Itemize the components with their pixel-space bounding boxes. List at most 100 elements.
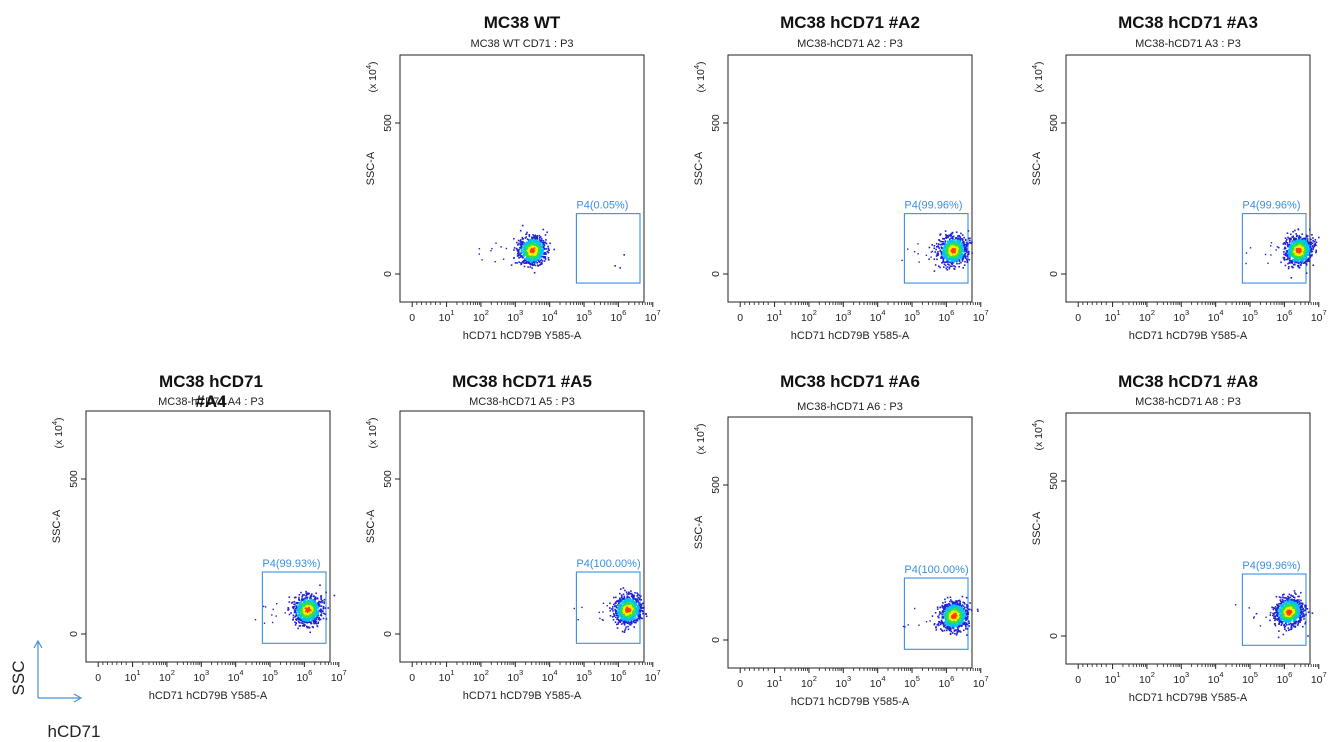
- event-dot: [948, 250, 951, 253]
- event-dot: [1300, 253, 1302, 255]
- event-dot: [944, 242, 947, 245]
- event-dot: [942, 255, 945, 258]
- event-dot: [532, 248, 534, 251]
- event-dot: [521, 224, 524, 227]
- event-dot: [953, 267, 955, 270]
- event-dot: [1311, 254, 1313, 257]
- event-dot: [939, 234, 941, 236]
- event-dot: [611, 608, 614, 610]
- event-dot: [940, 252, 943, 254]
- event-dot: [943, 257, 946, 259]
- event-dot: [301, 606, 304, 609]
- event-dot: [618, 607, 620, 609]
- event-dot: [633, 614, 636, 616]
- event-dot: [530, 246, 532, 249]
- event-dot: [294, 615, 296, 618]
- event-dot: [637, 607, 640, 609]
- y-multiplier-exp: 4: [1030, 65, 1039, 69]
- event-dot: [624, 628, 627, 630]
- event-dot: [321, 601, 323, 604]
- event-dot: [1310, 238, 1312, 241]
- x-tick-exp: 6: [308, 668, 312, 677]
- event-dot: [518, 242, 520, 245]
- event-dot: [1287, 236, 1289, 239]
- event-dot: [519, 256, 522, 258]
- event-dot: [1295, 258, 1298, 261]
- event-dot: [1302, 251, 1304, 254]
- event-dot: [523, 250, 525, 253]
- event-dot: [531, 261, 533, 264]
- event-dot: [307, 620, 309, 622]
- event-dot: [1293, 237, 1296, 240]
- y-tick-label: 0: [1048, 271, 1060, 277]
- event-dot: [954, 244, 956, 246]
- event-dot: [939, 233, 942, 235]
- event-dot: [633, 594, 635, 597]
- event-dot: [1306, 240, 1309, 243]
- event-dot: [1302, 262, 1305, 264]
- event-dot: [1290, 277, 1293, 279]
- event-dot: [309, 597, 311, 599]
- x-tick-exp: 2: [171, 668, 175, 677]
- event-dot: [310, 621, 312, 623]
- event-dot: [299, 603, 302, 606]
- event-dot: [536, 255, 538, 258]
- event-dot: [540, 236, 542, 238]
- event-dot: [301, 624, 304, 627]
- event-dot: [1292, 239, 1295, 241]
- event-dot: [317, 606, 320, 608]
- event-dot: [310, 611, 313, 613]
- event-dot: [295, 618, 297, 621]
- event-dot: [535, 260, 537, 262]
- event-dot: [526, 252, 529, 255]
- event-dot: [953, 250, 956, 252]
- event-dot: [317, 607, 320, 609]
- event-dot: [1284, 243, 1287, 245]
- event-dot: [953, 253, 956, 256]
- event-dot: [957, 235, 959, 237]
- event-dot: [964, 243, 967, 246]
- event-dot: [313, 608, 315, 611]
- event-dot: [925, 254, 928, 256]
- event-dot: [526, 254, 529, 257]
- event-dot: [942, 248, 945, 250]
- event-dot: [301, 599, 304, 601]
- event-dot: [522, 252, 524, 254]
- event-dot: [963, 246, 965, 248]
- event-dot: [525, 245, 528, 247]
- event-dot: [305, 596, 307, 599]
- event-dot: [538, 254, 541, 257]
- event-dot: [621, 616, 624, 618]
- event-dot: [945, 251, 947, 253]
- event-dot: [1305, 264, 1308, 266]
- event-dot: [312, 599, 314, 601]
- event-dot: [310, 614, 312, 617]
- event-dot: [634, 602, 637, 605]
- event-dot: [533, 241, 535, 243]
- event-dot: [1299, 239, 1302, 242]
- event-dot: [323, 602, 325, 605]
- event-dot: [626, 593, 628, 595]
- event-dot: [293, 609, 296, 611]
- y-axis-label: SSC-A: [365, 509, 377, 543]
- event-dot: [528, 261, 531, 264]
- event-dot: [316, 597, 319, 600]
- event-dot: [520, 244, 522, 246]
- event-dot: [521, 236, 524, 239]
- plot-frame: [399, 54, 645, 303]
- event-dot: [553, 248, 555, 251]
- event-dot: [623, 597, 626, 599]
- event-dot: [1303, 241, 1305, 244]
- event-dot: [313, 599, 315, 601]
- event-dot: [1290, 261, 1293, 264]
- event-dot: [307, 615, 309, 618]
- event-dot: [481, 259, 483, 261]
- event-dot: [320, 612, 323, 614]
- event-dot: [1298, 242, 1300, 244]
- event-dot: [966, 258, 968, 260]
- event-dot: [299, 608, 302, 611]
- event-dot: [520, 252, 522, 254]
- event-dot: [642, 602, 644, 605]
- event-dot: [1283, 251, 1285, 253]
- x-tick-base: 0: [1075, 312, 1081, 324]
